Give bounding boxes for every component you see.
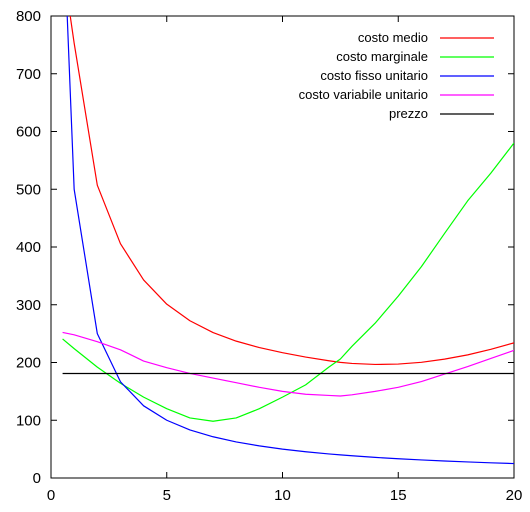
y-tick-label: 100 xyxy=(16,412,41,429)
y-tick-label: 300 xyxy=(16,297,41,314)
series-line-2 xyxy=(66,16,514,465)
series-line-1 xyxy=(62,142,514,422)
x-tick-label: 20 xyxy=(506,487,523,504)
legend-label-1: costo marginale xyxy=(336,49,428,64)
x-tick-label: 5 xyxy=(163,487,171,504)
y-tick-label: 800 xyxy=(16,8,41,25)
y-tick-label: 400 xyxy=(16,239,41,256)
y-tick-label: 600 xyxy=(16,124,41,141)
legend-label-4: prezzo xyxy=(389,106,428,121)
series-line-0 xyxy=(69,16,514,366)
series-line-3 xyxy=(62,331,514,397)
y-tick-label: 700 xyxy=(16,66,41,83)
y-tick-label: 200 xyxy=(16,355,41,372)
legend-label-3: costo variabile unitario xyxy=(299,87,428,102)
plot-frame xyxy=(50,15,515,479)
x-tick-label: 15 xyxy=(390,487,407,504)
y-tick-label: 0 xyxy=(33,470,41,487)
y-tick-label: 500 xyxy=(16,181,41,198)
legend-label-2: costo fisso unitario xyxy=(320,68,428,83)
legend-label-0: costo medio xyxy=(358,30,428,45)
x-tick-label: 0 xyxy=(47,487,55,504)
x-tick-label: 10 xyxy=(274,487,291,504)
